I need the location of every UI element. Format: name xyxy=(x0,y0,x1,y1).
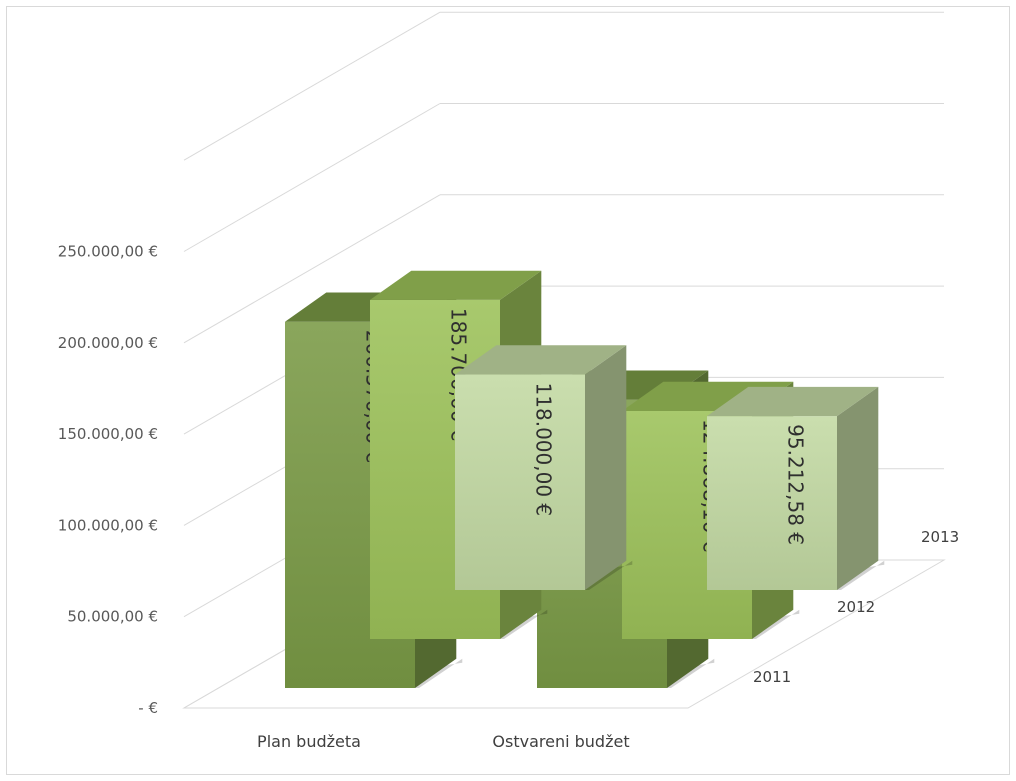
bar-side-face xyxy=(585,345,627,590)
gridline-side xyxy=(183,11,441,161)
z-series-label: 2011 xyxy=(753,668,791,686)
x-category-label: Plan budžeta xyxy=(257,732,361,751)
y-tick-label: 200.000,00 € xyxy=(58,334,158,352)
z-series-label: 2012 xyxy=(837,598,875,616)
data-label: 118.000,00 € xyxy=(532,383,556,517)
y-tick-label: 50.000,00 € xyxy=(67,608,158,626)
x-category-label: Ostvareni budžet xyxy=(492,732,629,751)
z-series-label: 2013 xyxy=(921,528,959,546)
bar-front-face xyxy=(455,374,585,590)
bar-side-face xyxy=(837,386,879,590)
y-tick-label: 100.000,00 € xyxy=(58,516,158,534)
bar-top-face xyxy=(370,270,542,300)
bar-2013-1 xyxy=(707,386,885,590)
bar-top-face xyxy=(455,345,627,375)
y-tick-label: 250.000,00 € xyxy=(58,243,158,261)
bar-top-face xyxy=(707,386,879,417)
y-tick-label: 150.000,00 € xyxy=(58,425,158,443)
bar-2013-0 xyxy=(455,345,633,590)
y-tick-label: - € xyxy=(138,699,158,717)
data-label: 95.212,58 € xyxy=(784,424,808,545)
bar-front-face xyxy=(707,416,837,590)
gridline-side xyxy=(183,194,441,344)
gridline-side xyxy=(183,103,441,252)
